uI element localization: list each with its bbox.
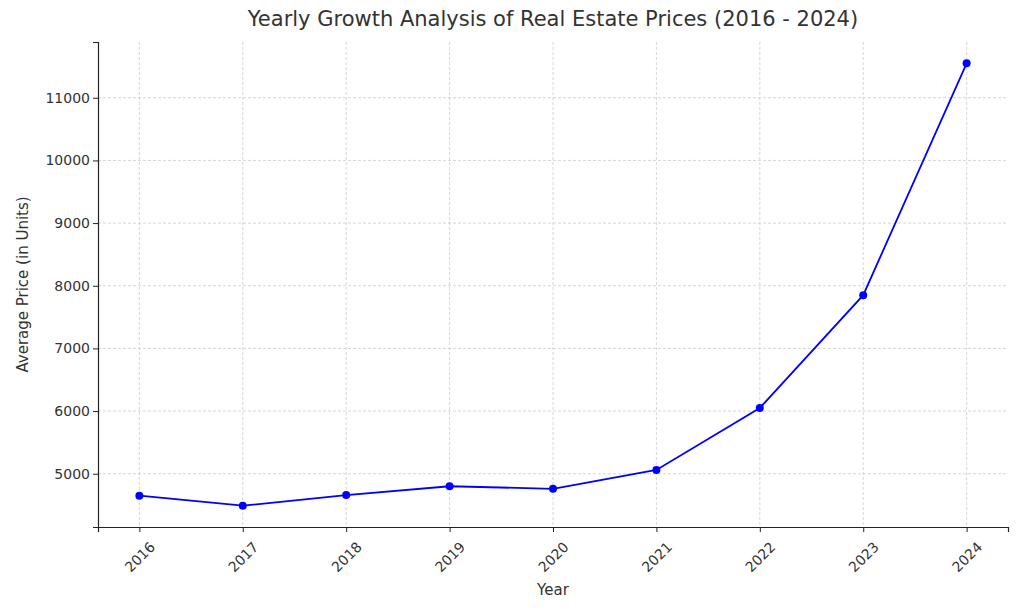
tick-mark — [93, 98, 98, 99]
tick: 9000 — [54, 215, 98, 231]
chart: 2016 2017 2018 2019 2020 2021 2022 2023 2024 5000… — [0, 0, 1024, 614]
tick: 6000 — [54, 403, 98, 419]
grid-line — [98, 348, 1008, 349]
tick: 11000 — [45, 90, 98, 106]
grid-line — [449, 42, 450, 527]
grid-line — [98, 223, 1008, 224]
tick: 2024 — [949, 527, 986, 575]
point — [859, 291, 867, 299]
tick-label: 2022 — [742, 539, 779, 576]
tick: 2016 — [122, 527, 159, 575]
tick: 2021 — [639, 527, 676, 575]
tick-mark — [93, 160, 98, 161]
tick-mark — [346, 527, 347, 532]
grid-line — [656, 42, 657, 527]
tick: 7000 — [54, 340, 98, 356]
tick-label: 2017 — [225, 539, 262, 576]
grid-line — [98, 473, 1008, 474]
tick-label: 2020 — [535, 539, 572, 576]
grid-line — [98, 160, 1008, 161]
grid-line — [139, 42, 140, 527]
tick: 2017 — [225, 527, 262, 575]
tick-mark — [139, 527, 140, 532]
tick: 2019 — [432, 527, 469, 575]
tick: 2023 — [845, 527, 882, 575]
grid-line — [346, 42, 347, 527]
grid-line — [98, 285, 1008, 286]
x-axis: 2016 2017 2018 2019 2020 2021 2022 2023 2024 — [99, 527, 1009, 575]
tick-mark — [450, 527, 451, 532]
tick-label: 2024 — [949, 539, 986, 576]
grid-line — [966, 42, 967, 527]
tick-label: 9000 — [54, 215, 90, 231]
point — [652, 466, 660, 474]
tick-mark — [93, 474, 98, 475]
axis-line — [99, 528, 1009, 533]
tick-label: 2023 — [845, 539, 882, 576]
tick-mark — [967, 527, 968, 532]
tick-label: 2019 — [432, 539, 469, 576]
point — [135, 492, 143, 500]
tick-label: 7000 — [54, 340, 90, 356]
tick-mark — [93, 348, 98, 349]
plot: 2016 2017 2018 2019 2020 2021 2022 2023 2024 5000… — [45, 42, 1008, 575]
tick: 5000 — [54, 466, 98, 482]
tick-label: 2021 — [639, 539, 676, 576]
tick: 2020 — [535, 527, 572, 575]
tick-mark — [93, 411, 98, 412]
tick: 2018 — [328, 527, 365, 575]
tick-mark — [243, 527, 244, 532]
x-axis-title: Year — [536, 581, 570, 599]
point — [342, 491, 350, 499]
tick: 10000 — [45, 152, 98, 168]
grid — [98, 42, 1008, 527]
tick-mark — [863, 527, 864, 532]
series — [135, 59, 970, 509]
tick-mark — [553, 527, 554, 532]
tick-label: 10000 — [45, 152, 90, 168]
tick-label: 5000 — [54, 466, 90, 482]
tick-label: 11000 — [45, 90, 90, 106]
tick-mark — [760, 527, 761, 532]
grid-line — [98, 97, 1008, 98]
tick-mark — [93, 223, 98, 224]
grid-line — [863, 42, 864, 527]
axis-line — [93, 43, 99, 528]
point — [963, 59, 971, 67]
title: Yearly Growth Analysis of Real Estate Pr… — [247, 7, 858, 31]
tick-label: 6000 — [54, 403, 90, 419]
tick-label: 2016 — [122, 539, 159, 576]
tick: 2022 — [742, 527, 779, 575]
grid-line — [759, 42, 760, 527]
grid-line — [98, 411, 1008, 412]
tick-label: 2018 — [328, 539, 365, 576]
grid-line — [553, 42, 554, 527]
grid-line — [242, 42, 243, 527]
y-axis-title: Average Price (in Units) — [14, 196, 32, 372]
tick-mark — [656, 527, 657, 532]
point — [549, 485, 557, 493]
point — [239, 502, 247, 510]
tick-mark — [93, 286, 98, 287]
line — [139, 63, 966, 505]
tick-label: 8000 — [54, 278, 90, 294]
y-axis: 5000 6000 7000 8000 9000 10000 11000 — [45, 43, 98, 528]
point — [756, 404, 764, 412]
point — [446, 482, 454, 490]
tick: 8000 — [54, 278, 98, 294]
